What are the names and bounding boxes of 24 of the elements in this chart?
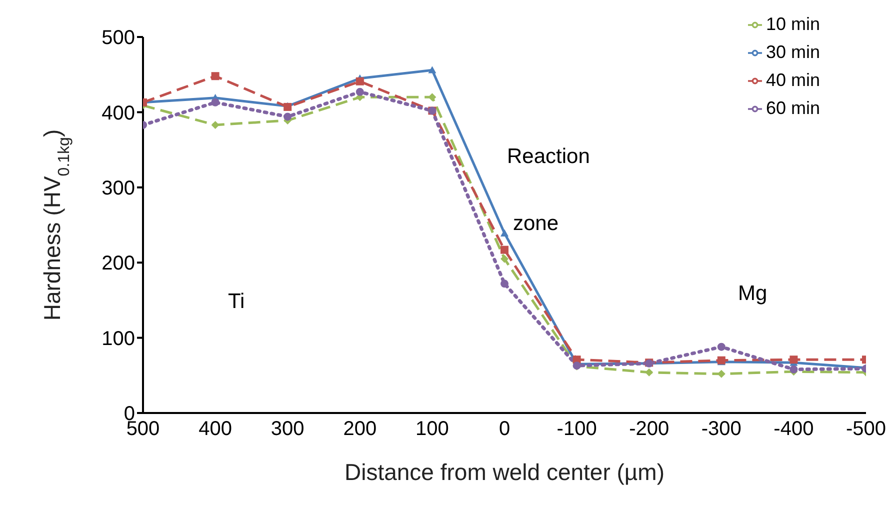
x-axis-title: Distance from weld center (µm) [344, 459, 665, 485]
x-tick-label: 400 [198, 418, 232, 440]
x-tick-label: 100 [416, 418, 449, 440]
legend-label: 40 min [766, 70, 820, 90]
x-tick-label: -400 [774, 418, 814, 440]
legend-label: 30 min [766, 42, 820, 62]
annotation: Reaction [507, 145, 590, 168]
annotation: Mg [738, 282, 768, 305]
annotation: Ti [228, 290, 245, 313]
x-tick-label: -100 [556, 418, 597, 440]
y-tick-label: 400 [102, 102, 135, 124]
x-tick-label: -500 [846, 418, 886, 440]
annotation: zone [513, 212, 559, 235]
y-tick-label: 300 [102, 178, 135, 200]
legend-label: 60 min [766, 98, 820, 118]
x-tick-label: 200 [343, 418, 377, 440]
x-tick-label: 300 [270, 418, 304, 440]
y-tick-label: 200 [102, 252, 135, 275]
x-tick-label: -200 [629, 418, 670, 440]
y-tick-label: 500 [102, 27, 135, 50]
x-tick-label: -300 [701, 418, 742, 440]
y-tick-label: 100 [102, 328, 135, 350]
legend-label: 10 min [766, 14, 820, 34]
x-tick-label: 0 [498, 418, 510, 440]
